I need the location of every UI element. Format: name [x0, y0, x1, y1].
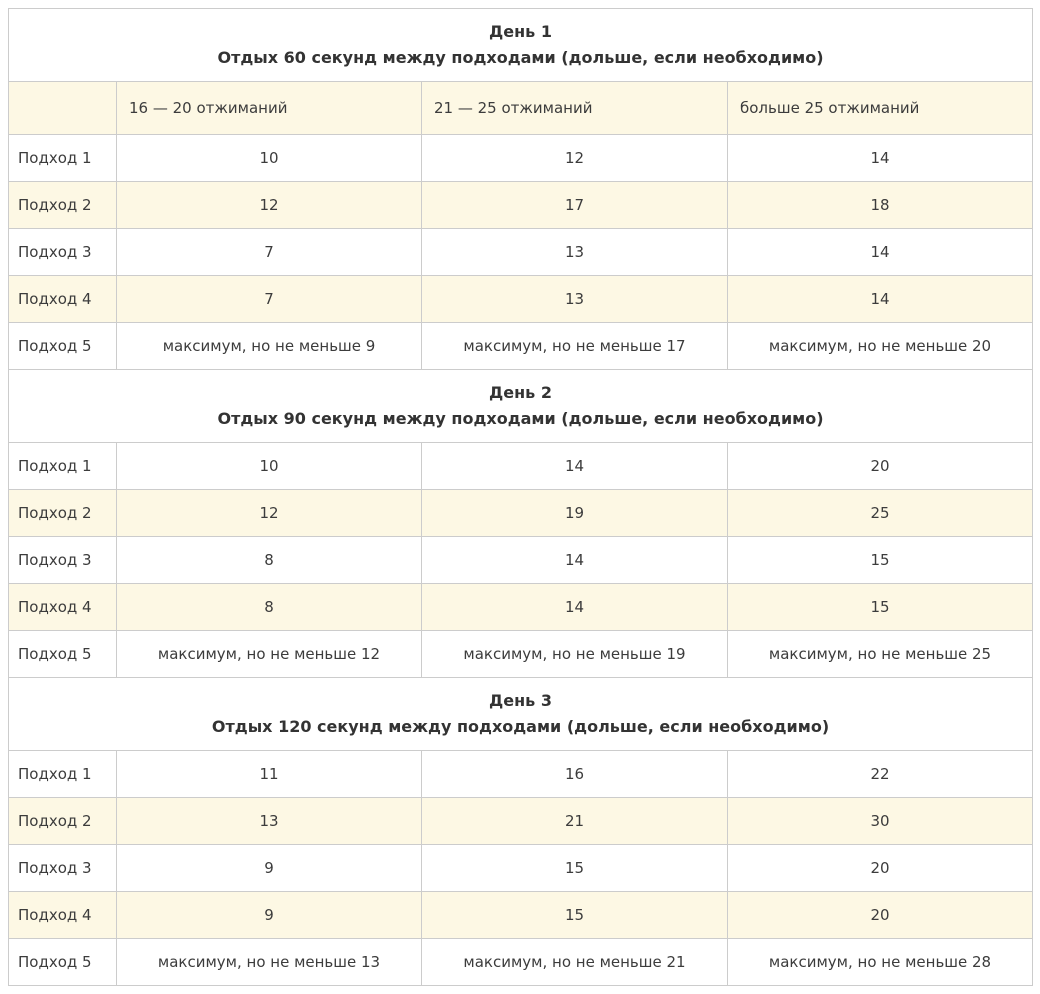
table-row: Подход 2 12 19 25	[8, 489, 1034, 537]
set-value: 15	[726, 583, 1034, 631]
set-value: максимум, но не меньше 17	[421, 322, 728, 370]
set-value: 11	[116, 750, 422, 798]
set-value: 14	[726, 228, 1034, 276]
table-row: Подход 5 максимум, но не меньше 13 макси…	[8, 938, 1034, 986]
set-label: Подход 1	[8, 134, 117, 182]
set-value: максимум, но не меньше 13	[116, 938, 422, 986]
set-value: 14	[421, 536, 728, 584]
column-header-16-20: 16 — 20 отжиманий	[116, 81, 422, 135]
set-value: 14	[421, 442, 728, 490]
set-value: максимум, но не меньше 25	[726, 630, 1034, 678]
day-2-title: День 2	[489, 383, 552, 402]
set-value: 25	[726, 489, 1034, 537]
table-row: Подход 5 максимум, но не меньше 9 максим…	[8, 322, 1034, 370]
set-value: 10	[116, 442, 422, 490]
set-label: Подход 3	[8, 536, 117, 584]
set-value: максимум, но не меньше 19	[421, 630, 728, 678]
set-value: 10	[116, 134, 422, 182]
set-label: Подход 2	[8, 797, 117, 845]
set-label: Подход 5	[8, 630, 117, 678]
set-value: 12	[116, 489, 422, 537]
set-value: 20	[726, 891, 1034, 939]
table-row: Подход 4 8 14 15	[8, 583, 1034, 631]
set-label: Подход 5	[8, 322, 117, 370]
set-label: Подход 4	[8, 583, 117, 631]
day-2-subtitle: Отдых 90 секунд между подходами (дольше,…	[217, 409, 824, 428]
set-value: максимум, но не меньше 28	[726, 938, 1034, 986]
set-value: 14	[421, 583, 728, 631]
table-row: Подход 2 12 17 18	[8, 181, 1034, 229]
day-2-header: День 2 Отдых 90 секунд между подходами (…	[7, 369, 1034, 443]
set-label: Подход 2	[8, 181, 117, 229]
set-value: 7	[116, 275, 422, 323]
day-3-title: День 3	[489, 691, 552, 710]
set-value: 16	[421, 750, 728, 798]
day-3-header: День 3 Отдых 120 секунд между подходами …	[7, 677, 1034, 751]
table-row: Подход 2 13 21 30	[8, 797, 1034, 845]
set-label: Подход 3	[8, 228, 117, 276]
set-value: 17	[421, 181, 728, 229]
column-header-over-25: больше 25 отжиманий	[726, 81, 1034, 135]
set-label: Подход 4	[8, 275, 117, 323]
day-3-subtitle: Отдых 120 секунд между подходами (дольше…	[211, 717, 830, 736]
table-row: Подход 3 9 15 20	[8, 844, 1034, 892]
set-label: Подход 1	[8, 750, 117, 798]
table-row: Подход 1 10 12 14	[8, 134, 1034, 182]
set-value: 14	[726, 275, 1034, 323]
set-value: 22	[726, 750, 1034, 798]
set-value: 15	[421, 844, 728, 892]
day-1-title: День 1	[489, 22, 552, 41]
set-value: 9	[116, 844, 422, 892]
day-3-header-row: День 3 Отдых 120 секунд между подходами …	[7, 677, 1034, 751]
set-value: 30	[726, 797, 1034, 845]
day-1-header-row: День 1 Отдых 60 секунд между подходами (…	[7, 8, 1034, 82]
set-label: Подход 2	[8, 489, 117, 537]
set-label: Подход 1	[8, 442, 117, 490]
set-label: Подход 3	[8, 844, 117, 892]
set-value: 9	[116, 891, 422, 939]
set-value: 14	[726, 134, 1034, 182]
set-value: 15	[421, 891, 728, 939]
table-row: Подход 4 7 13 14	[8, 275, 1034, 323]
set-value: 15	[726, 536, 1034, 584]
table-row: Подход 1 11 16 22	[8, 750, 1034, 798]
table-row: Подход 5 максимум, но не меньше 12 макси…	[8, 630, 1034, 678]
table-row: Подход 4 9 15 20	[8, 891, 1034, 939]
set-value: максимум, но не меньше 21	[421, 938, 728, 986]
set-value: 13	[116, 797, 422, 845]
day-2-header-row: День 2 Отдых 90 секунд между подходами (…	[7, 369, 1034, 443]
set-value: максимум, но не меньше 20	[726, 322, 1034, 370]
set-value: 20	[726, 844, 1034, 892]
set-value: 12	[116, 181, 422, 229]
set-value: максимум, но не меньше 12	[116, 630, 422, 678]
set-label: Подход 4	[8, 891, 117, 939]
set-value: 13	[421, 275, 728, 323]
day-1-header: День 1 Отдых 60 секунд между подходами (…	[7, 8, 1034, 82]
pushup-program-table: День 1 Отдых 60 секунд между подходами (…	[7, 8, 1034, 986]
set-value: 8	[116, 536, 422, 584]
set-value: максимум, но не меньше 9	[116, 322, 422, 370]
table-row: Подход 3 7 13 14	[8, 228, 1034, 276]
set-value: 7	[116, 228, 422, 276]
corner-empty-cell	[8, 81, 117, 135]
column-header-row: 16 — 20 отжиманий 21 — 25 отжиманий боль…	[8, 81, 1034, 135]
table-row: Подход 3 8 14 15	[8, 536, 1034, 584]
day-1-subtitle: Отдых 60 секунд между подходами (дольше,…	[217, 48, 824, 67]
set-label: Подход 5	[8, 938, 117, 986]
set-value: 18	[726, 181, 1034, 229]
set-value: 19	[421, 489, 728, 537]
set-value: 8	[116, 583, 422, 631]
column-header-21-25: 21 — 25 отжиманий	[421, 81, 728, 135]
set-value: 21	[421, 797, 728, 845]
set-value: 13	[421, 228, 728, 276]
set-value: 12	[421, 134, 728, 182]
set-value: 20	[726, 442, 1034, 490]
table-row: Подход 1 10 14 20	[8, 442, 1034, 490]
